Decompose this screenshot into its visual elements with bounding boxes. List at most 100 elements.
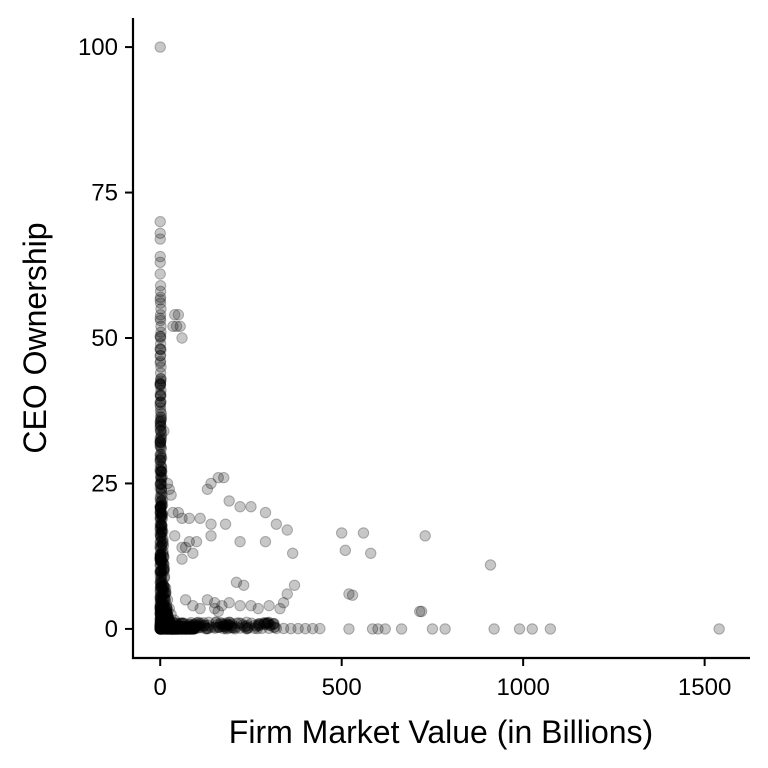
data-point [163, 602, 175, 615]
data-point [155, 622, 167, 634]
data-point [176, 623, 189, 635]
data-point [184, 622, 196, 634]
data-point [155, 326, 167, 338]
data-point [155, 614, 168, 627]
data-point [155, 384, 167, 397]
data-point [163, 623, 175, 635]
data-point [172, 623, 185, 635]
data-point [156, 623, 169, 635]
data-point [225, 620, 238, 632]
data-point [161, 620, 173, 632]
data-point [165, 622, 178, 635]
data-point [162, 621, 174, 633]
data-point [155, 448, 167, 461]
data-point [155, 483, 168, 495]
data-point [176, 541, 188, 554]
data-point [154, 338, 167, 350]
data-point [277, 597, 290, 609]
data-point [165, 620, 177, 632]
data-point [162, 620, 174, 633]
data-point [158, 580, 170, 592]
data-point [167, 623, 179, 635]
data-point [155, 623, 167, 635]
data-point [544, 623, 557, 635]
data-point [159, 608, 171, 620]
data-point [180, 622, 193, 635]
data-point [156, 565, 168, 577]
data-point [190, 535, 203, 548]
data-point [201, 483, 214, 495]
data-point [372, 623, 384, 635]
data-point [154, 425, 167, 437]
data-point [185, 623, 198, 635]
data-point [163, 615, 176, 627]
data-point [155, 558, 167, 570]
data-point [168, 622, 180, 634]
data-point [175, 621, 188, 633]
data-point [164, 622, 177, 634]
data-point [155, 577, 167, 590]
data-point [177, 622, 189, 635]
data-point [167, 621, 179, 634]
data-point [179, 622, 191, 635]
data-point [184, 620, 197, 632]
data-point [168, 623, 180, 635]
data-point [154, 250, 166, 263]
data-point [174, 320, 186, 333]
data-point [160, 621, 172, 634]
data-point [208, 621, 221, 633]
data-point [155, 589, 167, 601]
data-point [160, 618, 172, 630]
data-point [154, 439, 166, 451]
data-point [165, 620, 177, 633]
data-point [162, 622, 174, 635]
data-point [192, 618, 205, 630]
data-point [157, 579, 170, 592]
data-point [226, 618, 238, 630]
data-point [167, 622, 180, 635]
data-point [169, 623, 182, 635]
data-point [156, 527, 168, 539]
data-point [172, 622, 184, 634]
data-point [189, 618, 202, 630]
data-point [155, 591, 168, 604]
data-point [155, 473, 167, 485]
data-point [154, 613, 166, 626]
data-point [161, 622, 174, 634]
data-point [155, 526, 168, 538]
data-point [154, 623, 167, 635]
data-point [156, 616, 169, 628]
data-point [154, 399, 166, 411]
data-point [169, 623, 181, 635]
data-point [180, 623, 192, 635]
data-point [183, 623, 196, 635]
data-point [155, 495, 167, 507]
data-point [185, 623, 198, 635]
data-point [191, 619, 203, 632]
data-point [164, 622, 176, 634]
data-point [163, 621, 175, 633]
data-point [154, 41, 166, 53]
data-point [221, 619, 234, 631]
data-point [241, 622, 254, 634]
data-point [154, 503, 167, 516]
data-point [168, 622, 180, 634]
data-point [166, 623, 178, 635]
data-point [157, 602, 169, 614]
data-point [174, 621, 186, 634]
data-point [157, 525, 169, 538]
data-point [156, 510, 168, 523]
data-point [179, 622, 192, 635]
data-point [154, 605, 166, 617]
data-point [154, 402, 167, 414]
data-point [202, 622, 214, 635]
data-point [180, 621, 192, 634]
data-point [155, 621, 168, 633]
data-point [155, 580, 167, 592]
data-point [181, 621, 193, 633]
data-point [154, 256, 166, 269]
data-point [154, 600, 166, 613]
data-point [183, 621, 196, 634]
data-point [159, 623, 172, 635]
